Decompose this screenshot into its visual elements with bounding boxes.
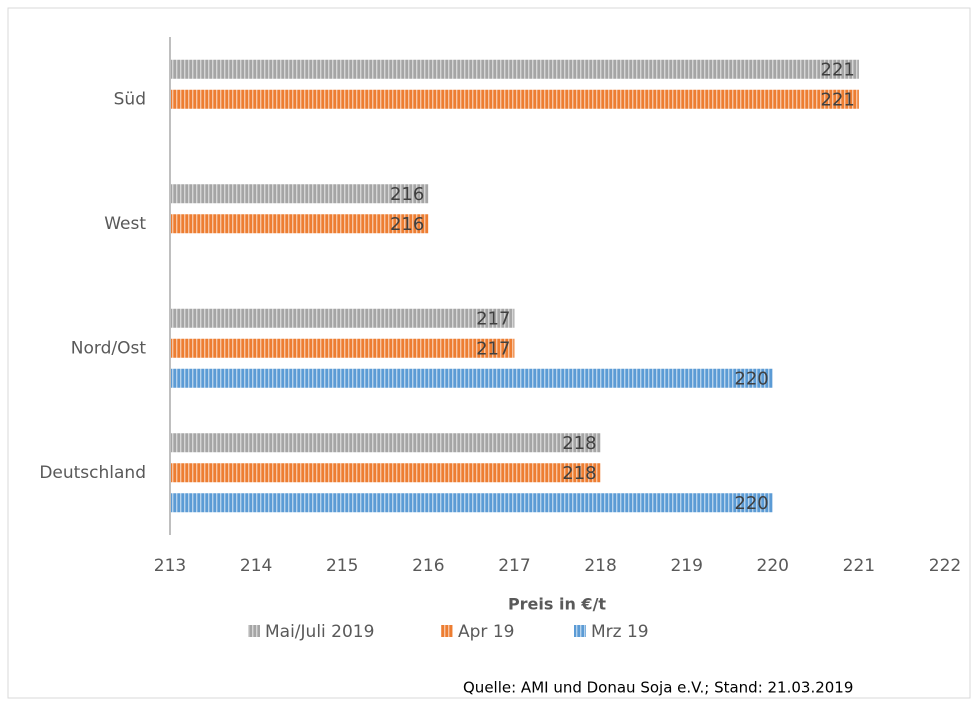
- legend-swatch: [248, 625, 260, 637]
- x-tick-label: 218: [584, 556, 616, 576]
- bar: [170, 463, 601, 483]
- bar: [170, 89, 859, 109]
- y-tick-label: Süd: [114, 89, 146, 109]
- data-label: 217: [476, 338, 510, 359]
- bar: [170, 338, 515, 358]
- data-label: 221: [821, 89, 855, 110]
- x-tick-label: 219: [670, 556, 702, 576]
- x-axis-title: Preis in €/t: [508, 595, 606, 614]
- x-tick-label: 221: [843, 556, 875, 576]
- y-tick-label: West: [104, 214, 146, 234]
- data-label: 217: [476, 308, 510, 329]
- data-label: 216: [390, 214, 424, 235]
- data-label: 220: [734, 368, 768, 389]
- x-tick-label: 222: [929, 556, 961, 576]
- x-tick-label: 213: [154, 556, 186, 576]
- x-tick-label: 217: [498, 556, 530, 576]
- data-label: 218: [562, 433, 596, 454]
- bar: [170, 308, 515, 328]
- data-label: 216: [390, 184, 424, 205]
- legend-swatch: [441, 625, 453, 637]
- data-label: 220: [734, 493, 768, 514]
- bar: [170, 433, 601, 453]
- legend-label: Mai/Juli 2019: [265, 622, 374, 642]
- bar: [170, 493, 773, 513]
- bar: [170, 368, 773, 388]
- bar: [170, 184, 429, 204]
- data-label: 218: [562, 463, 596, 484]
- x-tick-label: 220: [757, 556, 789, 576]
- bar: [170, 214, 429, 234]
- y-tick-label: Deutschland: [39, 463, 146, 483]
- legend-swatch: [574, 625, 586, 637]
- y-tick-label: Nord/Ost: [71, 338, 147, 358]
- legend-label: Apr 19: [458, 622, 514, 642]
- x-tick-label: 215: [326, 556, 358, 576]
- x-tick-label: 214: [240, 556, 272, 576]
- x-tick-label: 216: [412, 556, 444, 576]
- legend-label: Mrz 19: [591, 622, 649, 642]
- bar: [170, 59, 859, 79]
- source-note: Quelle: AMI und Donau Soja e.V.; Stand: …: [463, 679, 853, 697]
- chart-frame: [7, 7, 971, 699]
- data-label: 221: [821, 59, 855, 80]
